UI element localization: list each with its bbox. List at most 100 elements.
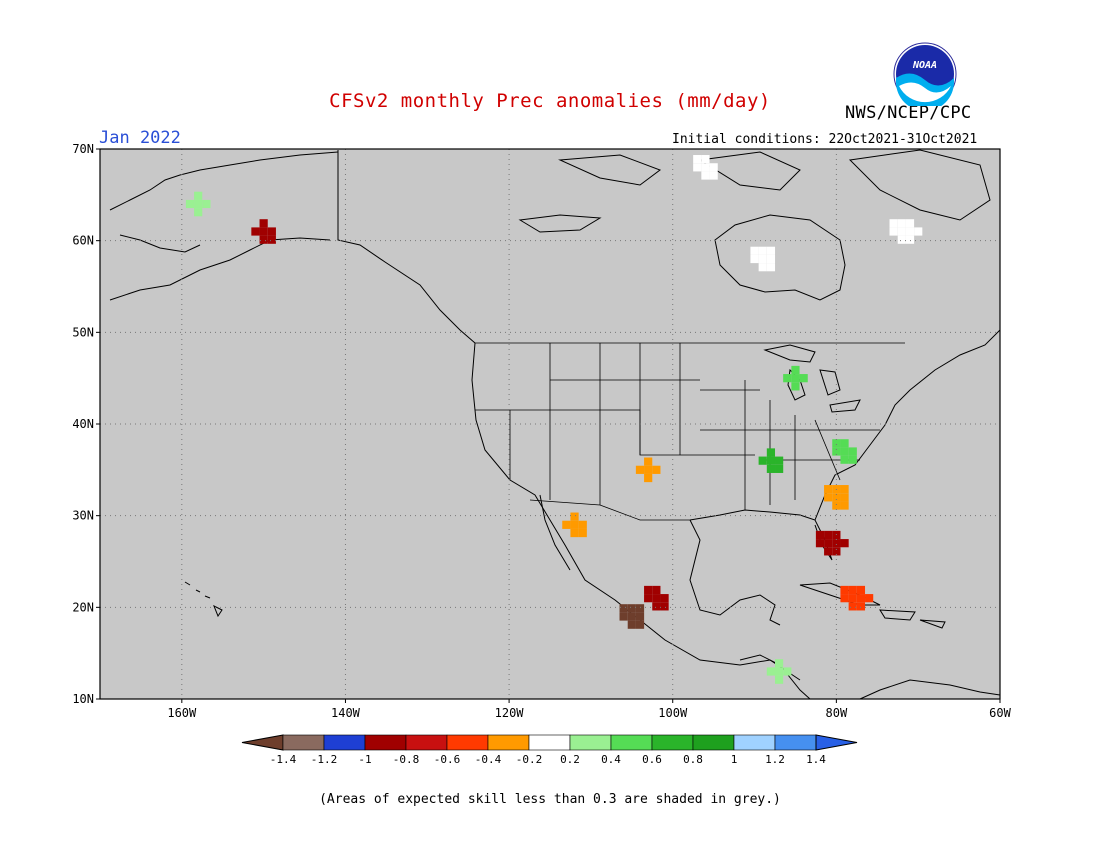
anomaly-cell [832,439,841,448]
anomaly-cell [701,163,710,172]
anomaly-cell [750,246,759,255]
lat-label: 40N [72,417,94,431]
anomaly-cell [824,493,833,502]
anomaly-cell [897,227,906,236]
anomaly-cell [652,594,661,603]
anomaly-cell [774,675,784,684]
anomaly-cell [619,612,628,621]
lon-label: 140W [331,706,361,720]
anomaly-cell [194,191,203,200]
colorbar-box [282,734,325,751]
anomaly-cell [848,594,857,603]
anomaly-cell [766,254,776,264]
anomaly-cell [194,208,203,217]
anomaly-cell [644,465,653,474]
anomaly-patch [185,191,211,217]
anomaly-cell [750,254,759,264]
anomaly-patch [750,246,776,272]
anomaly-cell [635,465,645,474]
anomaly-cell [758,456,767,465]
anomaly-cell [774,659,784,668]
lat-label: 10N [72,692,94,706]
colorbar-label: -0.2 [516,753,543,766]
anomaly-cell [644,585,653,595]
anomaly-cell [889,219,898,228]
colorbar-label: 1 [731,753,738,766]
anomaly-cell [832,539,841,548]
colorbar-box [733,734,776,751]
colorbar-box [487,734,530,751]
svg-text:NOAA: NOAA [912,60,937,71]
anomaly-cell [840,585,849,595]
lat-label: 30N [72,509,94,523]
anomaly-cell [897,219,906,228]
anomaly-cell [766,464,776,473]
anomaly-cell [783,667,792,676]
anomaly-cell [791,382,800,391]
anomaly-cell [578,520,587,529]
anomaly-cell [766,448,776,457]
longitude-labels: 160W 140W 120W 100W 80W 60W [167,699,1012,720]
anomaly-cell [791,365,800,375]
anomaly-cell [202,199,211,209]
anomaly-cell [635,612,645,621]
colorbar-box [610,734,653,751]
anomaly-cell [840,594,849,603]
anomaly-cell [824,485,833,494]
anomaly-cell [701,155,710,164]
anomaly-patch [693,155,718,180]
anomaly-patch [562,512,587,538]
lat-label: 50N [72,325,94,339]
anomaly-cell [627,604,636,613]
colorbar-box [651,734,694,751]
anomaly-patch [619,604,645,629]
colorbar-label: -0.8 [393,753,420,766]
anomaly-patch [251,219,276,244]
anomaly-patch [644,585,669,611]
anomaly-cell [644,457,653,466]
anomaly-cell [840,439,849,448]
colorbar-box [569,734,612,751]
anomaly-cell [897,235,906,244]
anomaly-patch [635,457,661,483]
anomaly-cell [766,246,776,255]
anomaly-cell [660,594,669,603]
lat-label: 70N [72,142,94,156]
anomaly-cell [840,447,849,456]
anomaly-cell [627,620,636,629]
agency-label: NWS/NCEP/CPC [845,103,972,123]
anomaly-cell [644,594,653,603]
colorbar-box [323,734,366,751]
anomaly-cell [824,547,833,556]
anomaly-patch [758,448,784,473]
anomaly-cell [840,485,849,494]
map-title: CFSv2 monthly Prec anomalies (mm/day) [329,90,771,112]
anomaly-cell [848,447,857,456]
colorbar-label: 1.2 [765,753,785,766]
anomaly-cell [635,604,645,613]
colorbar-label: 1.4 [806,753,826,766]
anomaly-patch [840,585,874,611]
anomaly-cell [660,602,669,611]
anomaly-cell [865,594,874,603]
anomaly-cell [905,227,915,236]
anomaly-cell [766,263,776,272]
anomaly-cell [635,620,645,629]
anomaly-cell [840,539,849,548]
anomaly-cell [848,602,857,611]
anomaly-cell [709,163,718,172]
anomaly-patch [832,439,857,464]
colorbar-label: -0.6 [434,753,461,766]
anomaly-cell [832,447,841,456]
colorbar-label: -1.4 [270,753,297,766]
lat-label: 20N [72,600,94,614]
skill-footnote: (Areas of expected skill less than 0.3 a… [319,792,781,807]
anomaly-cell [824,530,833,540]
anomaly-cell [832,493,841,502]
anomaly-cell [832,547,841,556]
lon-label: 60W [989,706,1011,720]
anomaly-cell [848,455,857,464]
colorbar-label: -1.2 [311,753,338,766]
anomaly-cell [856,594,866,603]
